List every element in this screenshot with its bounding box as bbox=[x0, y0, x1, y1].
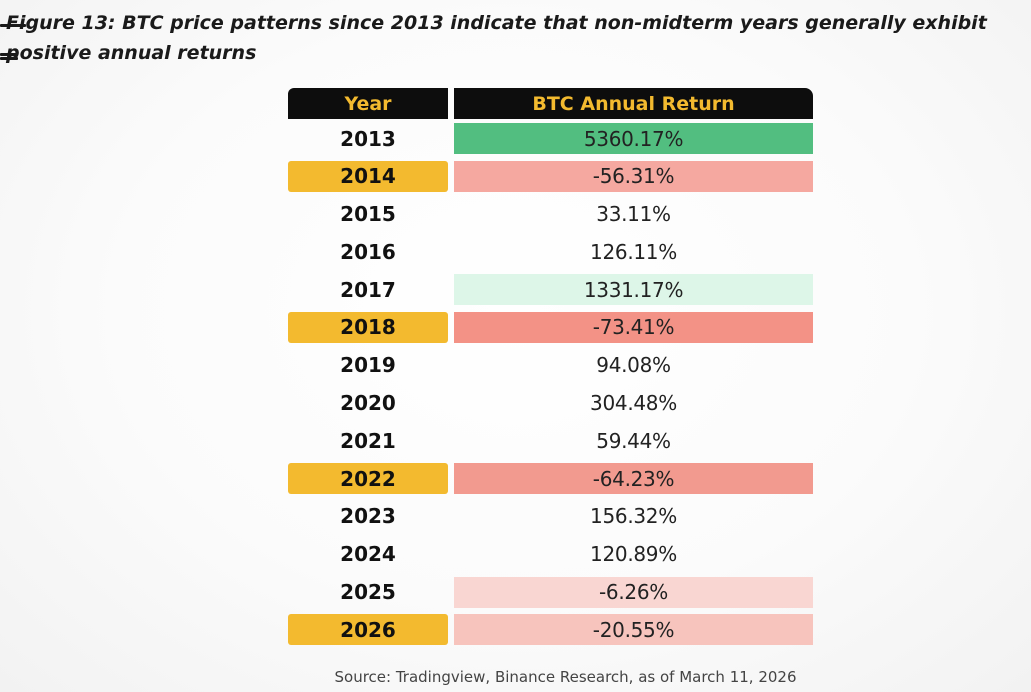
return-cell: -73.41% bbox=[454, 311, 813, 343]
return-cell: 59.44% bbox=[596, 428, 671, 453]
year-cell: 2016 bbox=[340, 239, 396, 264]
return-cell: -56.31% bbox=[454, 160, 813, 192]
year-cell: 2013 bbox=[340, 126, 396, 151]
table-row: 2020 304.48% bbox=[288, 388, 813, 419]
table-row: 2022 -64.23% bbox=[288, 463, 813, 495]
table-row: 2017 1331.17% bbox=[288, 274, 813, 306]
year-cell: 2014 bbox=[288, 160, 448, 192]
return-cell: -20.55% bbox=[454, 614, 813, 646]
return-cell: 5360.17% bbox=[454, 123, 813, 154]
table-row: 2025 -6.26% bbox=[288, 576, 813, 608]
source-note: Source: Tradingview, Binance Research, a… bbox=[334, 668, 797, 686]
year-cell: 2022 bbox=[288, 463, 448, 495]
year-cell: 2024 bbox=[340, 542, 396, 567]
title-decoration-icon bbox=[0, 24, 26, 64]
table-row: 2013 5360.17% bbox=[288, 123, 813, 154]
table-body: 2013 5360.17% 2014 -56.31% 2015 33.11% 2016 126… bbox=[288, 123, 813, 646]
table-row: 2014 -56.31% bbox=[288, 160, 813, 192]
return-cell: 94.08% bbox=[596, 353, 671, 378]
year-cell: 2021 bbox=[340, 428, 396, 453]
year-cell: 2015 bbox=[340, 202, 396, 227]
return-cell: 304.48% bbox=[590, 391, 677, 416]
return-cell: -64.23% bbox=[454, 463, 813, 495]
returns-table: Year BTC Annual Return 2013 5360.17% 2014-… bbox=[288, 88, 813, 652]
return-cell: 33.11% bbox=[596, 202, 671, 227]
year-cell: 2019 bbox=[340, 353, 396, 378]
return-cell: 1331.17% bbox=[454, 274, 813, 306]
year-cell: 2017 bbox=[340, 277, 396, 302]
return-cell: 156.32% bbox=[590, 504, 677, 529]
table-row: 2021 59.44% bbox=[288, 425, 813, 456]
return-cell: 126.11% bbox=[590, 239, 677, 264]
year-cell: 2023 bbox=[340, 504, 396, 529]
figure-title: Figure 13: BTC price patterns since 2013… bbox=[6, 12, 987, 64]
year-cell: 2020 bbox=[340, 391, 396, 416]
return-cell: -6.26% bbox=[454, 576, 813, 608]
header-year: Year bbox=[288, 88, 448, 119]
table-row: 2015 33.11% bbox=[288, 199, 813, 230]
year-cell: 2025 bbox=[340, 580, 396, 605]
year-cell: 2026 bbox=[288, 614, 448, 646]
header-annual-return: BTC Annual Return bbox=[454, 88, 813, 119]
year-cell: 2018 bbox=[288, 311, 448, 343]
table-row: 2026 -20.55% bbox=[288, 614, 813, 646]
table-row: 2016 126.11% bbox=[288, 236, 813, 267]
table-row: 2018 -73.41% bbox=[288, 311, 813, 343]
return-cell: 120.89% bbox=[590, 542, 677, 567]
table-row: 2024 120.89% bbox=[288, 539, 813, 570]
table-row: 2019 94.08% bbox=[288, 350, 813, 381]
table-header: Year BTC Annual Return bbox=[288, 88, 813, 119]
table-row: 2023 156.32% bbox=[288, 501, 813, 532]
